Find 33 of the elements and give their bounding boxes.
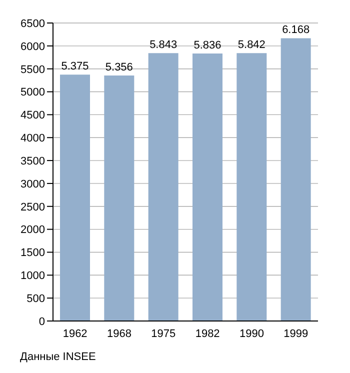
data-label: 5.356 [105, 61, 133, 74]
y-tick-label: 2000 [20, 224, 45, 236]
data-label: 5.836 [194, 39, 222, 52]
bar [60, 74, 90, 321]
y-tick-label: 4500 [20, 110, 45, 122]
bar [236, 53, 267, 321]
x-tick-label: 1999 [284, 328, 308, 340]
x-tick-label: 1990 [240, 328, 264, 340]
y-tick-label: 2500 [20, 201, 45, 214]
y-tick-label: 4000 [20, 132, 45, 145]
data-label: 6.168 [282, 24, 310, 36]
bar [148, 53, 178, 321]
y-tick-label: 5500 [20, 64, 45, 76]
x-tick-label: 1982 [195, 328, 220, 340]
y-tick-label: 3500 [20, 155, 45, 168]
x-tick-label: 1975 [151, 328, 176, 340]
y-tick-label: 0 [38, 316, 45, 328]
y-tick-label: 5000 [20, 86, 45, 99]
data-label: 5.842 [238, 39, 266, 52]
text: Данные INSEE [20, 351, 97, 363]
y-tick-label: 6000 [20, 40, 45, 53]
y-tick-label: 6500 [20, 18, 45, 30]
y-tick-label: 1000 [20, 270, 45, 282]
y-tick-label: 3000 [20, 178, 45, 190]
data-label: 5.375 [61, 60, 89, 73]
y-tick-label: 1500 [20, 247, 45, 260]
data-label: 5.843 [150, 39, 178, 52]
x-tick-label: 1968 [107, 328, 132, 340]
x-tick-label: 1962 [62, 328, 88, 340]
y-tick-label: 500 [26, 292, 45, 305]
bar [280, 38, 311, 321]
bar [192, 53, 222, 321]
bar [104, 75, 134, 321]
